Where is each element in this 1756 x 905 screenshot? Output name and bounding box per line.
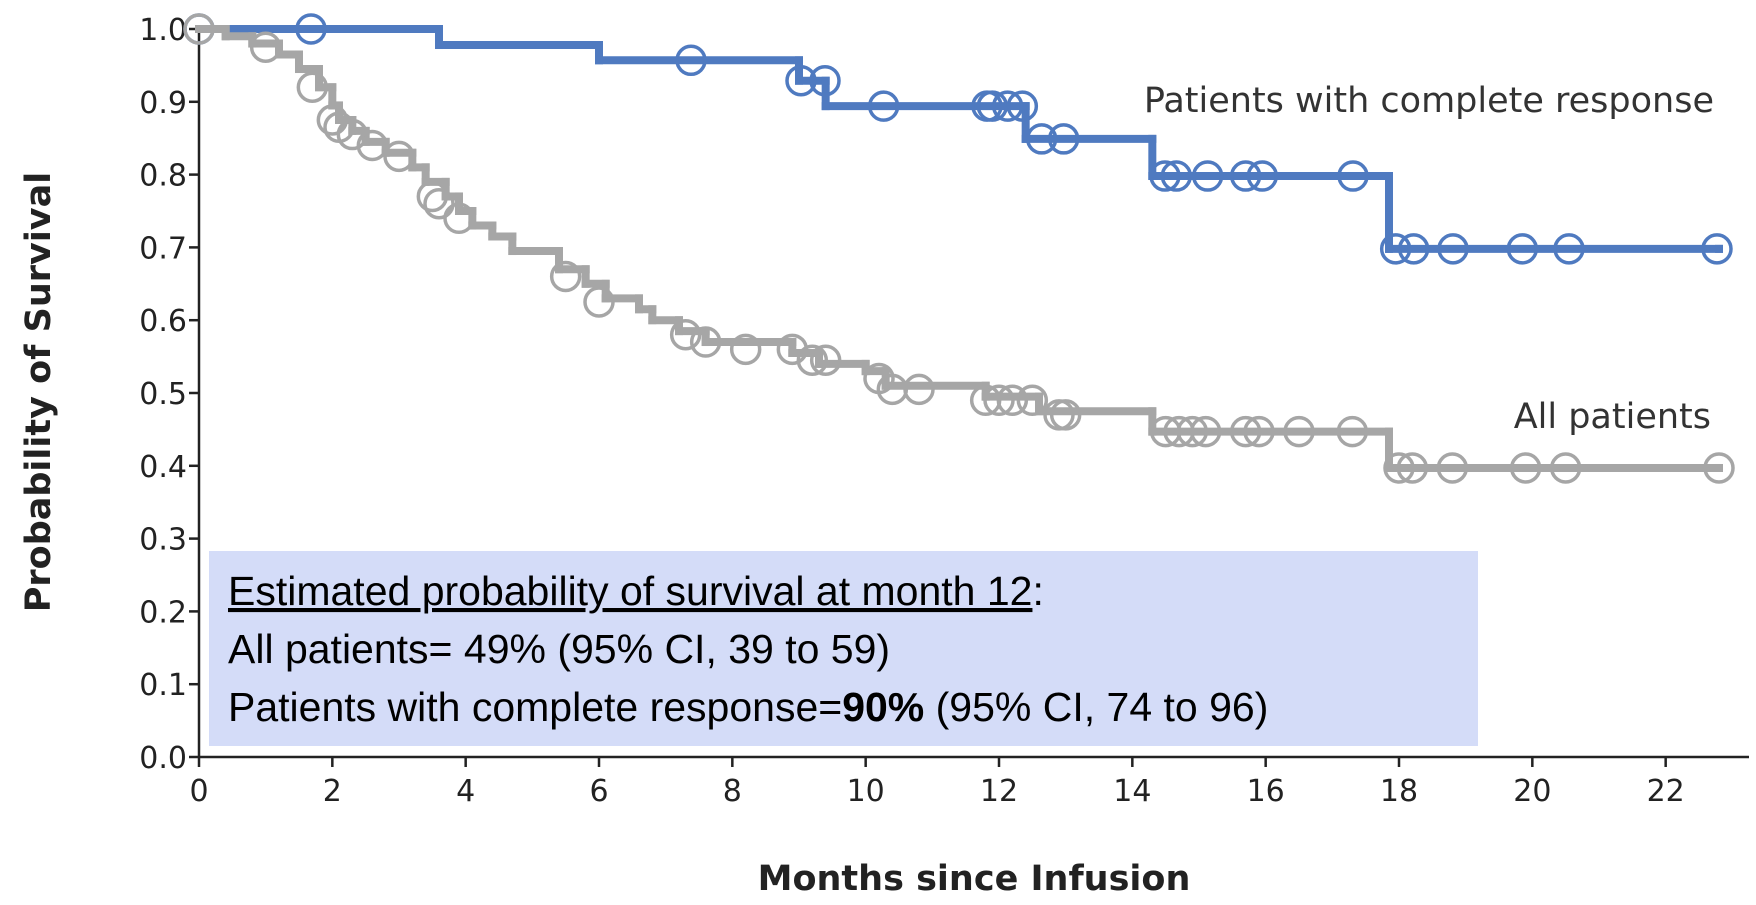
censor-mark xyxy=(583,286,615,318)
x-tick-label: 22 xyxy=(1647,774,1685,809)
censor-mark xyxy=(675,44,707,77)
censor-mark xyxy=(1506,233,1539,265)
survival-curve xyxy=(183,13,1735,484)
x-tick-label: 14 xyxy=(1113,774,1151,809)
annotation-box xyxy=(209,551,1478,746)
annotation-line: All patients= 49% (95% CI, 39 to 59) xyxy=(228,626,890,672)
censor-mark xyxy=(1437,233,1469,265)
annotation-text: Patients with complete response= xyxy=(228,684,842,730)
y-tick-label: 0.9 xyxy=(139,86,187,121)
censor-mark xyxy=(1701,233,1733,265)
censor-mark xyxy=(383,140,415,173)
x-tick-label: 0 xyxy=(189,774,208,809)
censor-mark xyxy=(249,31,282,63)
censor-mark xyxy=(443,202,475,235)
censor-mark xyxy=(1703,452,1735,484)
series-label: All patients xyxy=(1514,397,1711,437)
annotation-text: All patients= 49% (95% CI, 39 to 59) xyxy=(228,626,890,672)
x-tick-label: 18 xyxy=(1380,774,1418,809)
censor-mark xyxy=(1509,452,1542,484)
censor-mark xyxy=(1160,160,1193,192)
y-tick-label: 0.8 xyxy=(139,159,187,194)
y-axis-title: Probability of Survival xyxy=(19,172,59,613)
censor-mark xyxy=(1049,399,1082,431)
censor-mark xyxy=(996,384,1029,417)
x-tick-label: 12 xyxy=(980,774,1018,809)
y-tick-label: 0.3 xyxy=(139,523,187,558)
censor-mark xyxy=(296,71,329,103)
censor-mark xyxy=(1553,233,1585,265)
annotation-text: : xyxy=(1032,568,1043,614)
censor-mark xyxy=(809,344,842,376)
censor-mark xyxy=(867,90,900,122)
annotation-text: 90% xyxy=(842,684,924,730)
y-tick-label: 0.6 xyxy=(139,304,187,339)
censor-mark xyxy=(1283,415,1315,448)
censor-mark xyxy=(689,326,722,358)
x-tick-label: 10 xyxy=(847,774,885,809)
censor-mark xyxy=(423,187,455,220)
censor-mark xyxy=(1016,384,1049,417)
annotation-line: Patients with complete response=90% (95%… xyxy=(228,684,1268,730)
x-tick-label: 8 xyxy=(723,774,742,809)
censor-mark xyxy=(416,180,449,213)
y-tick-label: 0.7 xyxy=(139,231,187,266)
censor-mark xyxy=(991,90,1024,122)
censor-mark xyxy=(1436,452,1469,484)
censor-mark xyxy=(1149,160,1181,192)
censor-mark xyxy=(183,13,215,45)
censor-mark xyxy=(295,13,327,45)
annotation-text: (95% CI, 74 to 96) xyxy=(924,684,1268,730)
censor-mark xyxy=(729,333,762,366)
y-tick-label: 0.2 xyxy=(139,595,187,630)
x-tick-label: 6 xyxy=(589,774,608,809)
y-tick-label: 0.4 xyxy=(139,450,187,485)
censor-mark xyxy=(785,64,817,97)
series-label: Patients with complete response xyxy=(1144,81,1714,121)
censor-mark xyxy=(796,344,829,376)
x-tick-label: 16 xyxy=(1247,774,1285,809)
censor-mark xyxy=(1229,415,1262,448)
censor-mark xyxy=(1006,90,1039,122)
censor-mark xyxy=(1337,160,1369,192)
censor-mark xyxy=(1047,123,1080,155)
x-tick-label: 4 xyxy=(456,774,475,809)
censor-mark xyxy=(983,384,1015,417)
y-tick-label: 0.5 xyxy=(139,377,187,412)
censor-mark xyxy=(1246,160,1279,192)
y-tick-label: 0.1 xyxy=(139,668,187,703)
censor-mark xyxy=(976,90,1009,122)
censor-mark xyxy=(669,319,702,351)
censor-mark xyxy=(356,129,389,162)
censor-mark xyxy=(1379,233,1412,265)
censor-mark xyxy=(1396,452,1429,484)
censor-mark xyxy=(1191,160,1224,192)
x-axis-title: Months since Infusion xyxy=(758,859,1191,899)
survival-curve xyxy=(183,13,1733,265)
annotation-line: Estimated probability of survival at mon… xyxy=(228,568,1044,614)
censor-mark xyxy=(1383,452,1415,484)
censor-mark xyxy=(1336,415,1369,448)
annotation-text: Estimated probability of survival at mon… xyxy=(228,568,1032,614)
censor-mark xyxy=(903,373,935,406)
censor-mark xyxy=(1025,123,1058,155)
censor-mark xyxy=(549,260,582,293)
censor-mark xyxy=(1189,415,1222,448)
censor-mark xyxy=(1549,452,1582,484)
censor-mark xyxy=(1229,160,1262,192)
censor-mark xyxy=(1176,415,1209,448)
y-tick-label: 1.0 xyxy=(139,13,187,48)
x-tick-label: 20 xyxy=(1513,774,1551,809)
x-tick-label: 2 xyxy=(323,774,342,809)
censor-mark xyxy=(1397,233,1430,265)
censor-mark xyxy=(809,64,841,97)
y-tick-label: 0.0 xyxy=(139,741,187,776)
censor-mark xyxy=(1243,415,1275,448)
